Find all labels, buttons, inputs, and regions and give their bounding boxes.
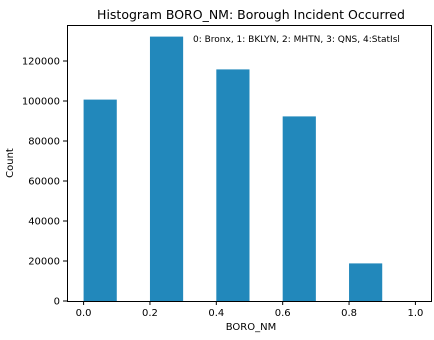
x-tick-label: 0.4 bbox=[208, 308, 224, 319]
histogram-bar bbox=[216, 69, 250, 302]
plot-area: 0.0 0.2 0.4 0.6 0.8 1.0 0 20000 40000 60000 80000 1… bbox=[22, 25, 432, 319]
x-tick-label: 0.6 bbox=[275, 308, 291, 319]
y-tick-label: 120000 bbox=[22, 57, 60, 68]
y-tick-label: 60000 bbox=[28, 177, 60, 188]
x-tick-label: 0.8 bbox=[341, 308, 357, 319]
histogram-bar bbox=[149, 36, 184, 301]
x-tick-label: 1.0 bbox=[407, 308, 423, 319]
histogram-bar bbox=[349, 263, 383, 301]
y-tick-label: 20000 bbox=[28, 257, 60, 268]
y-tick-label: 40000 bbox=[28, 217, 60, 228]
histogram-bar bbox=[282, 116, 316, 302]
y-tick-label: 100000 bbox=[22, 97, 60, 108]
x-tick-label: 0.2 bbox=[142, 308, 158, 319]
y-tick-label: 80000 bbox=[28, 137, 60, 148]
x-axis-label: BORO_NM bbox=[226, 322, 276, 333]
y-tick-label: 0 bbox=[54, 297, 60, 308]
x-tick-label: 0.0 bbox=[76, 308, 92, 319]
chart-title: Histogram BORO_NM: Borough Incident Occu… bbox=[97, 7, 405, 22]
histogram-bar bbox=[83, 99, 117, 301]
axes-frame bbox=[67, 25, 432, 302]
y-axis-label: Count bbox=[5, 148, 16, 178]
chart-annotation: 0: Bronx, 1: BKLYN, 2: MHTN, 3: QNS, 4:S… bbox=[193, 35, 400, 45]
